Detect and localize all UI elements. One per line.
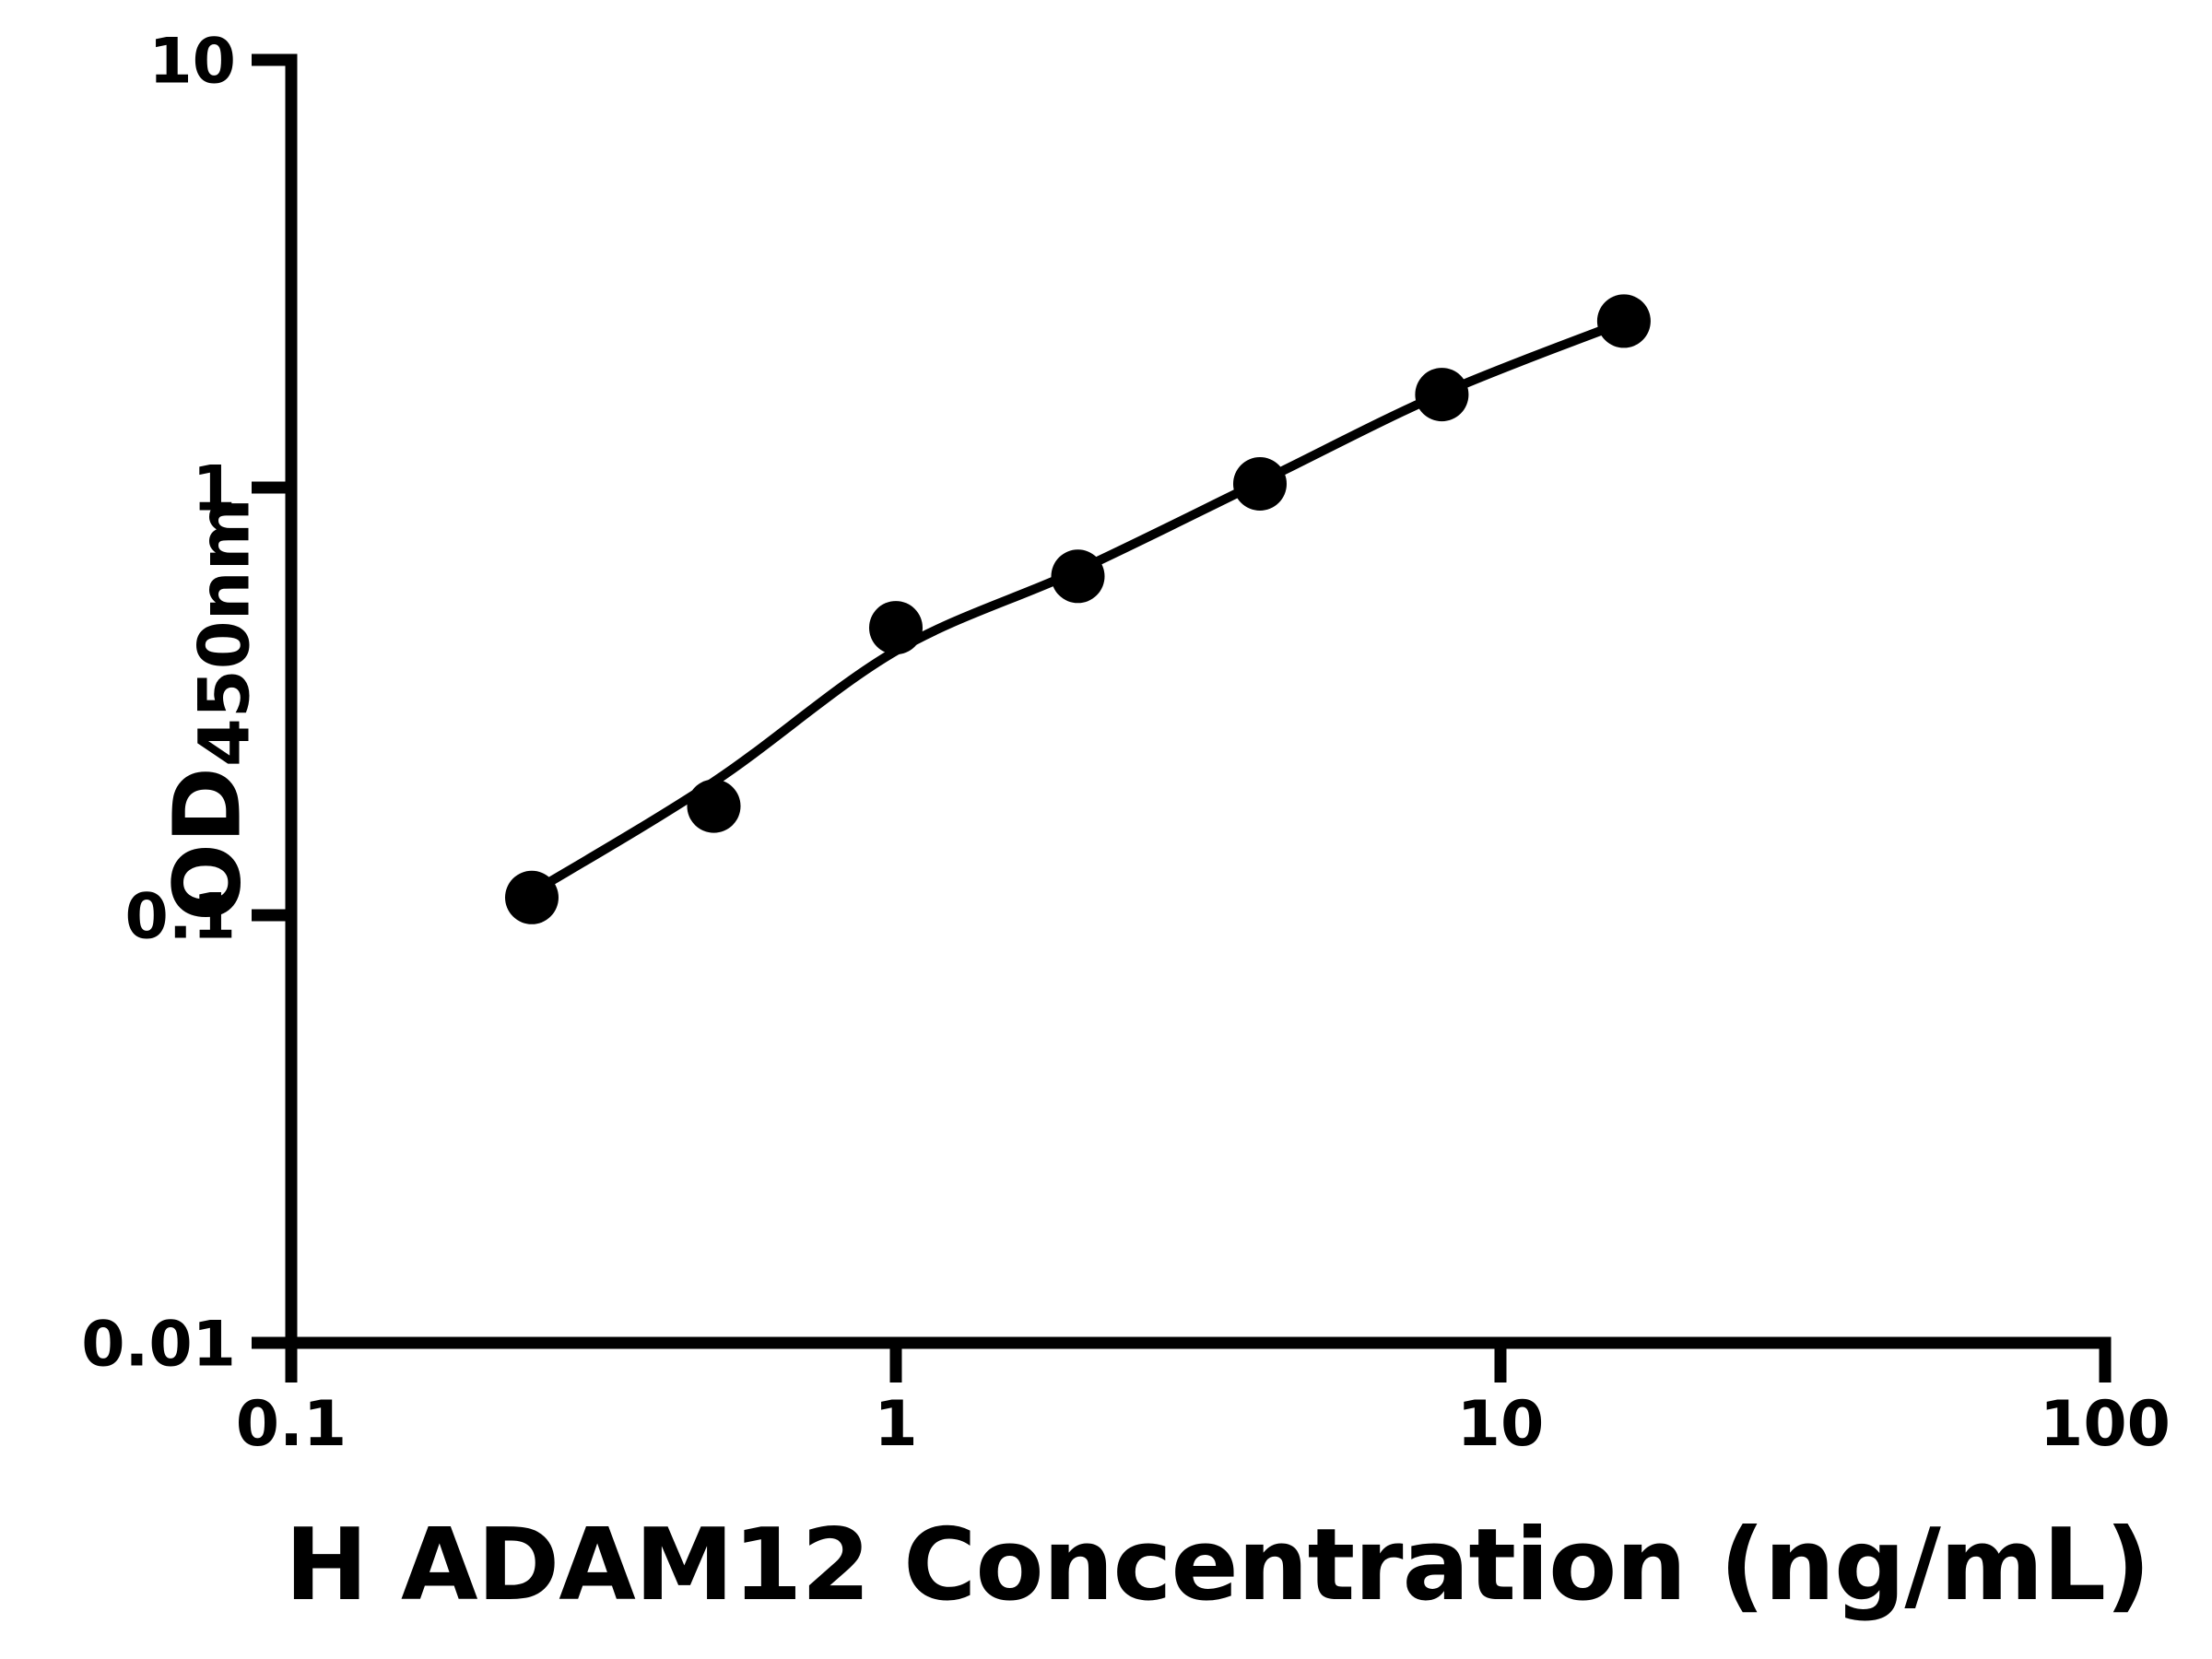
y-tick-label-1: 1 (193, 453, 236, 525)
y-tick-label-0.01: 0.01 (81, 1308, 236, 1381)
x-axis-title: H ADAM12 Concentration (ng/mL) (285, 1508, 2150, 1623)
data-point-x16 (1596, 294, 1651, 348)
y-axis-title-main: OD (153, 766, 262, 922)
data-point-x0.25 (505, 870, 559, 924)
x-tick-label-0.1: 0.1 (236, 1388, 347, 1461)
data-point-x2 (1051, 549, 1105, 604)
data-point-x1 (869, 601, 923, 655)
y-axis-title-subscript: 450nm (182, 498, 265, 767)
x-tick-label-100: 100 (2040, 1388, 2171, 1461)
data-point-x0.5 (687, 779, 741, 833)
x-tick-label-10: 10 (1457, 1388, 1545, 1461)
data-point-x4 (1233, 457, 1287, 511)
y-axis-title: OD450nm (153, 498, 265, 922)
y-tick-label-0.1: 0.1 (125, 880, 236, 953)
x-tick-label-1: 1 (874, 1388, 917, 1461)
data-point-x8 (1415, 368, 1469, 422)
y-tick-label-10: 10 (148, 25, 236, 98)
